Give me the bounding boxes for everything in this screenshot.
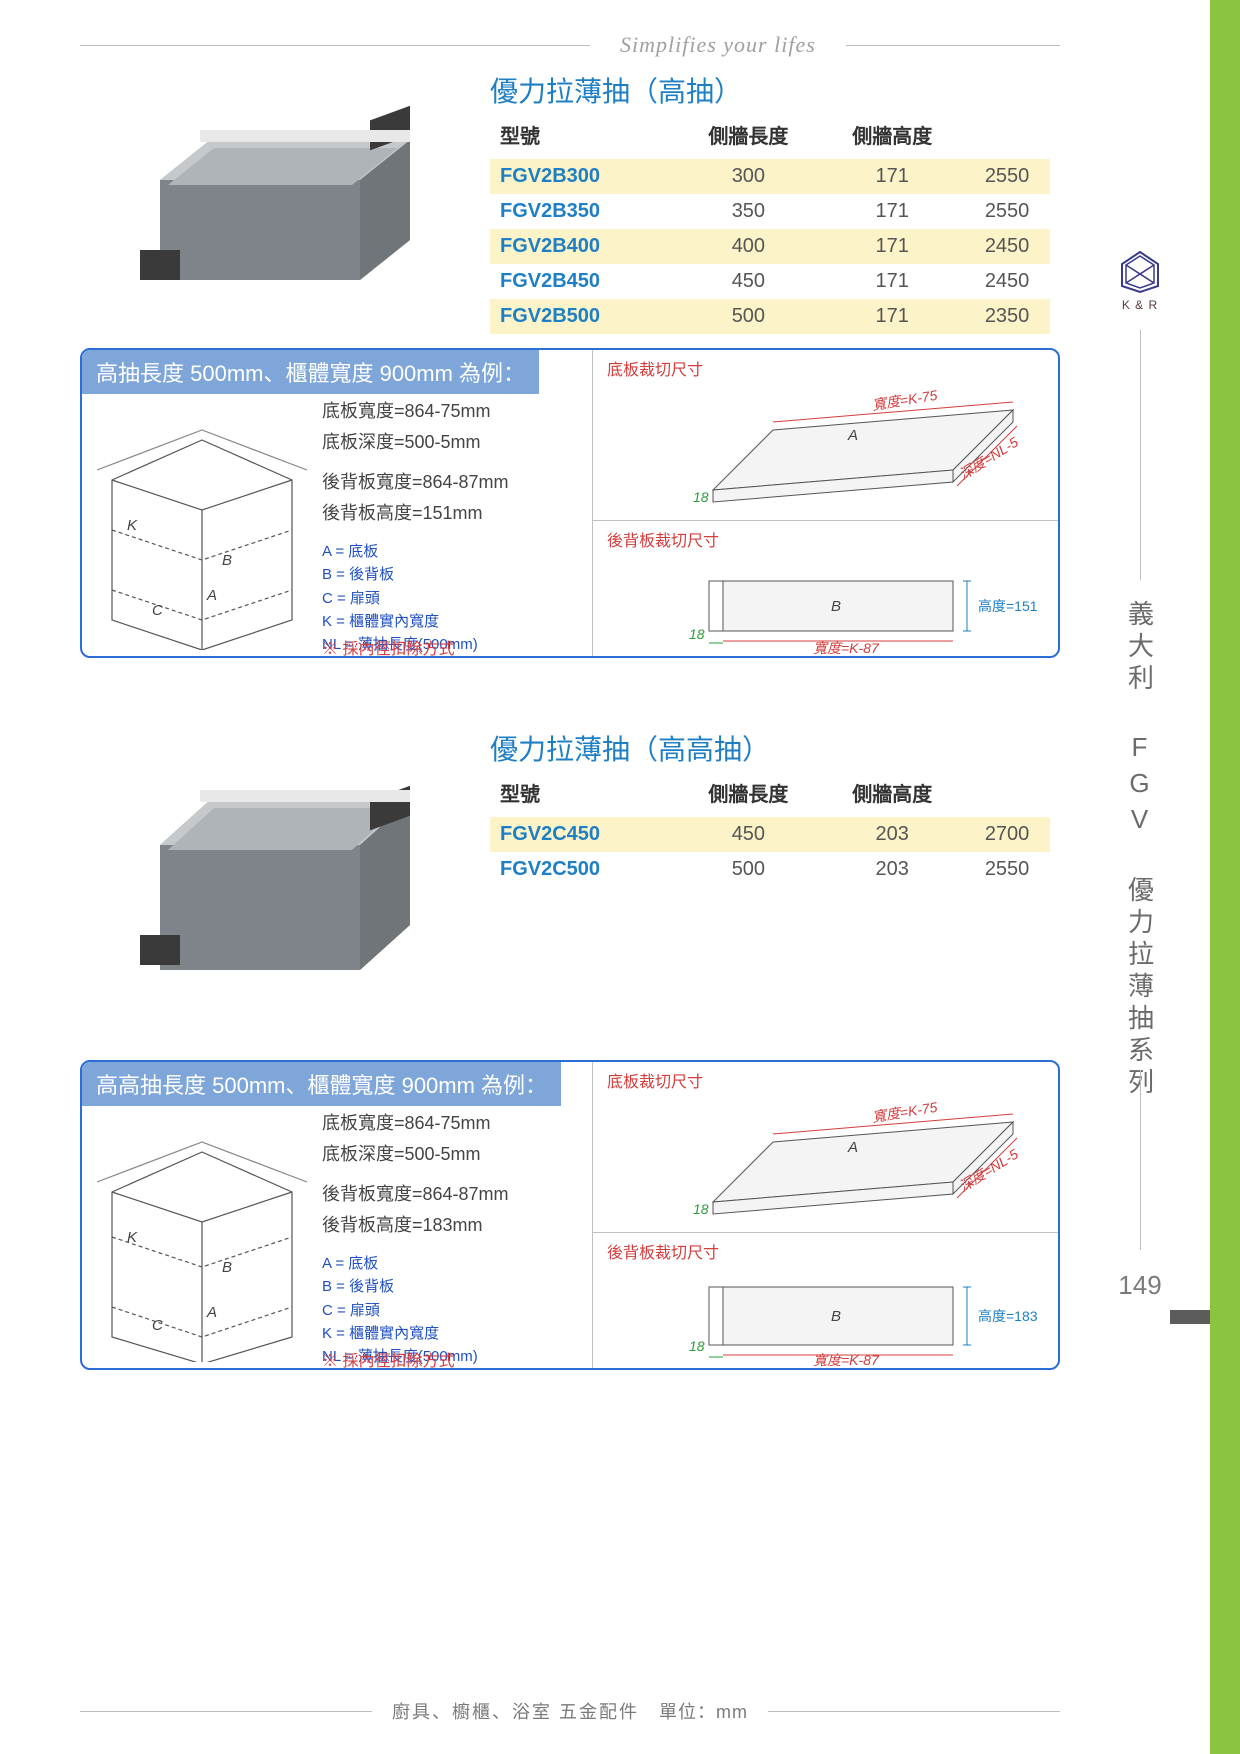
section-extra-high-drawer: 優力拉薄抽（高高抽） 型號 側牆長度 側牆高度 FGV2C45045020327… — [80, 710, 1060, 1410]
svg-text:B: B — [222, 552, 232, 569]
side-rule-top — [1140, 330, 1141, 580]
table-row: FGV2B4004001712450 — [490, 229, 1050, 264]
table-row: FGV2B3503501712550 — [490, 194, 1050, 229]
svg-text:A: A — [847, 427, 858, 444]
section-high-drawer: 優力拉薄抽（高抽） 型號 側牆長度 側牆高度 FGV2B300300171255… — [80, 70, 1060, 690]
table-header-row: 型號 側牆長度 側牆高度 — [490, 114, 1050, 159]
right-margin: K & R 義大利 FGV 優力拉薄抽系列 149 — [1080, 0, 1200, 1754]
example-note-2: ※ 採內徑扣除方式 — [322, 1347, 454, 1370]
header-bar: Simplifies your lifes — [80, 32, 1060, 58]
svg-text:寬度=K-87: 寬度=K-87 — [813, 1352, 880, 1368]
footer-unit: 單位：mm — [659, 1698, 748, 1724]
table-header-row: 型號 側牆長度 側牆高度 — [490, 772, 1050, 817]
svg-text:B: B — [831, 1308, 841, 1325]
footer-category: 廚具、櫥櫃、浴室 五金配件 — [392, 1698, 639, 1724]
product-image-1 — [110, 100, 440, 330]
back-plate-diagram-1: 後背板裁切尺寸 B 高度=151 寬度=K-87 18 — [593, 520, 1060, 656]
bottom-plate-diagram-2: 底板裁切尺寸 A 寬度=K-75 深度=NL-5 18 — [593, 1062, 1060, 1232]
example-panel-2: 高高抽長度 500mm、櫃體寬度 900mm 為例： K B A C — [80, 1060, 1060, 1370]
cabinet-diagram-1: K B A C — [92, 390, 322, 650]
side-series-title: 義大利 FGV 優力拉薄抽系列 — [1122, 600, 1159, 1100]
example-header-2: 高高抽長度 500mm、櫃體寬度 900mm 為例： — [82, 1062, 561, 1106]
page-tab-marker — [1170, 1310, 1210, 1324]
svg-text:寬度=K-87: 寬度=K-87 — [813, 640, 880, 656]
example-header-1: 高抽長度 500mm、櫃體寬度 900mm 為例： — [82, 350, 539, 394]
table-row: FGV2C4504502032700 — [490, 817, 1050, 852]
svg-text:C: C — [152, 1317, 163, 1334]
svg-text:18: 18 — [693, 489, 709, 505]
svg-text:18: 18 — [693, 1201, 709, 1217]
example-dims-1: 底板寬度=864-75mm底板深度=500-5mm後背板寬度=864-87mm後… — [322, 396, 509, 528]
svg-text:18: 18 — [689, 1338, 705, 1354]
table-row: FGV2B3003001712550 — [490, 159, 1050, 194]
svg-text:C: C — [152, 602, 163, 619]
svg-text:高度=151: 高度=151 — [978, 598, 1038, 614]
svg-text:A: A — [847, 1139, 858, 1156]
svg-text:K: K — [127, 517, 138, 534]
bottom-plate-diagram-1: 底板裁切尺寸 A 寬度=K-75 深度=NL-5 18 — [593, 350, 1060, 520]
svg-text:18: 18 — [689, 626, 705, 642]
brand-logo: K & R — [1118, 250, 1162, 312]
cabinet-diagram-2: K B A C — [92, 1102, 322, 1362]
table-row: FGV2B4504501712450 — [490, 264, 1050, 299]
brand-caption: K & R — [1118, 298, 1162, 312]
table-row: FGV2C5005002032550 — [490, 852, 1050, 887]
table-row: FGV2B5005001712350 — [490, 299, 1050, 334]
svg-text:K: K — [127, 1229, 138, 1246]
example-dims-2: 底板寬度=864-75mm底板深度=500-5mm後背板寬度=864-87mm後… — [322, 1108, 509, 1240]
example-note-1: ※ 採內徑扣除方式 — [322, 635, 454, 658]
right-green-band — [1210, 0, 1240, 1754]
back-plate-diagram-2: 後背板裁切尺寸 B 高度=183 寬度=K-87 18 — [593, 1232, 1060, 1368]
svg-text:B: B — [831, 598, 841, 615]
svg-text:高度=183: 高度=183 — [978, 1308, 1038, 1324]
spec-table-1: 型號 側牆長度 側牆高度 FGV2B3003001712550FGV2B3503… — [490, 114, 1050, 334]
page-number: 149 — [1118, 1270, 1161, 1301]
side-rule-mid — [1140, 1070, 1141, 1250]
footer-bar: 廚具、櫥櫃、浴室 五金配件 單位：mm — [80, 1698, 1060, 1724]
product-image-2 — [110, 760, 440, 990]
tagline: Simplifies your lifes — [610, 32, 826, 58]
section-title-2: 優力拉薄抽（高高抽） — [490, 728, 770, 768]
example-panel-1: 高抽長度 500mm、櫃體寬度 900mm 為例： K B A C — [80, 348, 1060, 658]
svg-text:A: A — [206, 1304, 217, 1321]
svg-text:B: B — [222, 1259, 232, 1276]
spec-table-2: 型號 側牆長度 側牆高度 FGV2C4504502032700FGV2C5005… — [490, 772, 1050, 887]
section-title-1: 優力拉薄抽（高抽） — [490, 70, 742, 110]
svg-text:A: A — [206, 587, 217, 604]
